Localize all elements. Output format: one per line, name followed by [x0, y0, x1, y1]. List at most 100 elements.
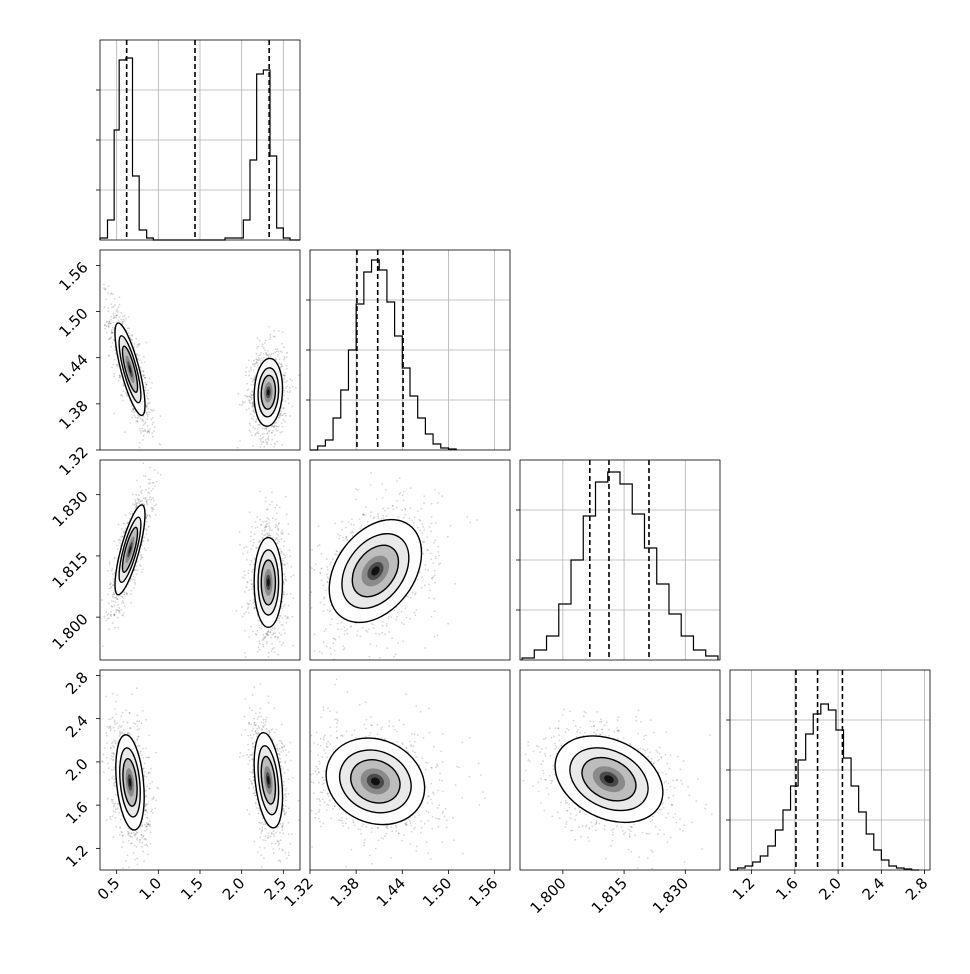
sample-point: [283, 594, 285, 596]
sample-point: [114, 720, 116, 722]
sample-point: [268, 439, 270, 441]
sample-point: [128, 316, 130, 318]
sample-point: [427, 536, 429, 538]
sample-point: [277, 534, 279, 536]
sample-point: [287, 616, 289, 618]
sample-point: [337, 623, 339, 625]
sample-point: [287, 618, 289, 620]
sample-point: [255, 662, 257, 664]
sample-point: [145, 498, 147, 500]
sample-point: [140, 430, 142, 432]
sample-point: [248, 589, 250, 591]
sample-point: [450, 525, 452, 527]
sample-point: [268, 518, 270, 520]
sample-point: [268, 430, 270, 432]
sample-point: [248, 606, 250, 608]
sample-point: [263, 357, 265, 359]
sample-point: [108, 602, 110, 604]
sample-point: [337, 628, 339, 630]
sample-point: [261, 443, 263, 445]
sample-point: [272, 517, 274, 519]
sample-point: [115, 740, 117, 742]
sample-point: [241, 606, 243, 608]
sample-point: [105, 696, 107, 698]
sample-point: [143, 370, 145, 372]
sample-point: [281, 538, 283, 540]
sample-point: [304, 600, 306, 602]
sample-point: [265, 666, 267, 668]
sample-point: [330, 610, 332, 612]
sample-point: [107, 310, 109, 312]
sample-point: [384, 510, 386, 512]
sample-point: [140, 558, 142, 560]
sample-point: [393, 656, 395, 658]
sample-point: [107, 570, 109, 572]
sample-point: [119, 316, 121, 318]
sample-point: [150, 768, 152, 770]
sample-point: [118, 319, 120, 321]
sample-point: [320, 573, 322, 575]
sample-point: [151, 382, 153, 384]
sample-point: [409, 517, 411, 519]
sample-point: [285, 496, 287, 498]
sample-point: [321, 553, 323, 555]
sample-point: [327, 576, 329, 578]
sample-point: [434, 582, 436, 584]
sample-point: [154, 469, 156, 471]
sample-point: [322, 610, 324, 612]
sample-point: [281, 415, 283, 417]
sample-point: [112, 573, 114, 575]
sample-point: [263, 433, 265, 435]
sample-point: [413, 612, 415, 614]
sample-point: [264, 342, 266, 344]
sample-point: [286, 563, 288, 565]
sample-point: [277, 354, 279, 356]
sample-point: [271, 492, 273, 494]
sample-point: [281, 431, 283, 433]
sample-point: [266, 520, 268, 522]
sample-point: [113, 769, 115, 771]
sample-point: [147, 756, 149, 758]
sample-point: [112, 313, 114, 315]
sample-point: [289, 549, 291, 551]
sample-point: [332, 638, 334, 640]
sample-point: [143, 475, 145, 477]
sample-point: [115, 817, 117, 819]
sample-point: [275, 450, 277, 452]
sample-point: [261, 438, 263, 440]
sample-point: [274, 444, 276, 446]
sample-point: [434, 575, 436, 577]
sample-point: [289, 387, 291, 389]
sample-point: [138, 415, 140, 417]
sample-point: [283, 407, 285, 409]
sample-point: [293, 574, 295, 576]
sample-point: [279, 621, 281, 623]
sample-point: [380, 518, 382, 520]
sample-point: [250, 369, 252, 371]
sample-point: [253, 539, 255, 541]
sample-point: [269, 338, 271, 340]
sample-point: [257, 526, 259, 528]
sample-point: [287, 523, 289, 525]
sample-point: [268, 436, 270, 438]
sample-point: [256, 347, 258, 349]
sample-point: [139, 442, 141, 444]
sample-point: [106, 819, 108, 821]
sample-point: [271, 660, 273, 662]
sample-point: [112, 342, 114, 344]
sample-point: [242, 553, 244, 555]
sample-point: [122, 835, 124, 837]
sample-point: [128, 328, 130, 330]
sample-point: [107, 618, 109, 620]
sample-point: [262, 433, 264, 435]
sample-point: [306, 561, 308, 563]
sample-point: [370, 511, 372, 513]
sample-point: [113, 541, 115, 543]
sample-point: [155, 504, 157, 506]
sample-point: [159, 443, 161, 445]
sample-point: [146, 533, 148, 535]
sample-point: [285, 372, 287, 374]
sample-point: [476, 519, 478, 521]
sample-point: [260, 440, 262, 442]
sample-point: [137, 729, 139, 731]
